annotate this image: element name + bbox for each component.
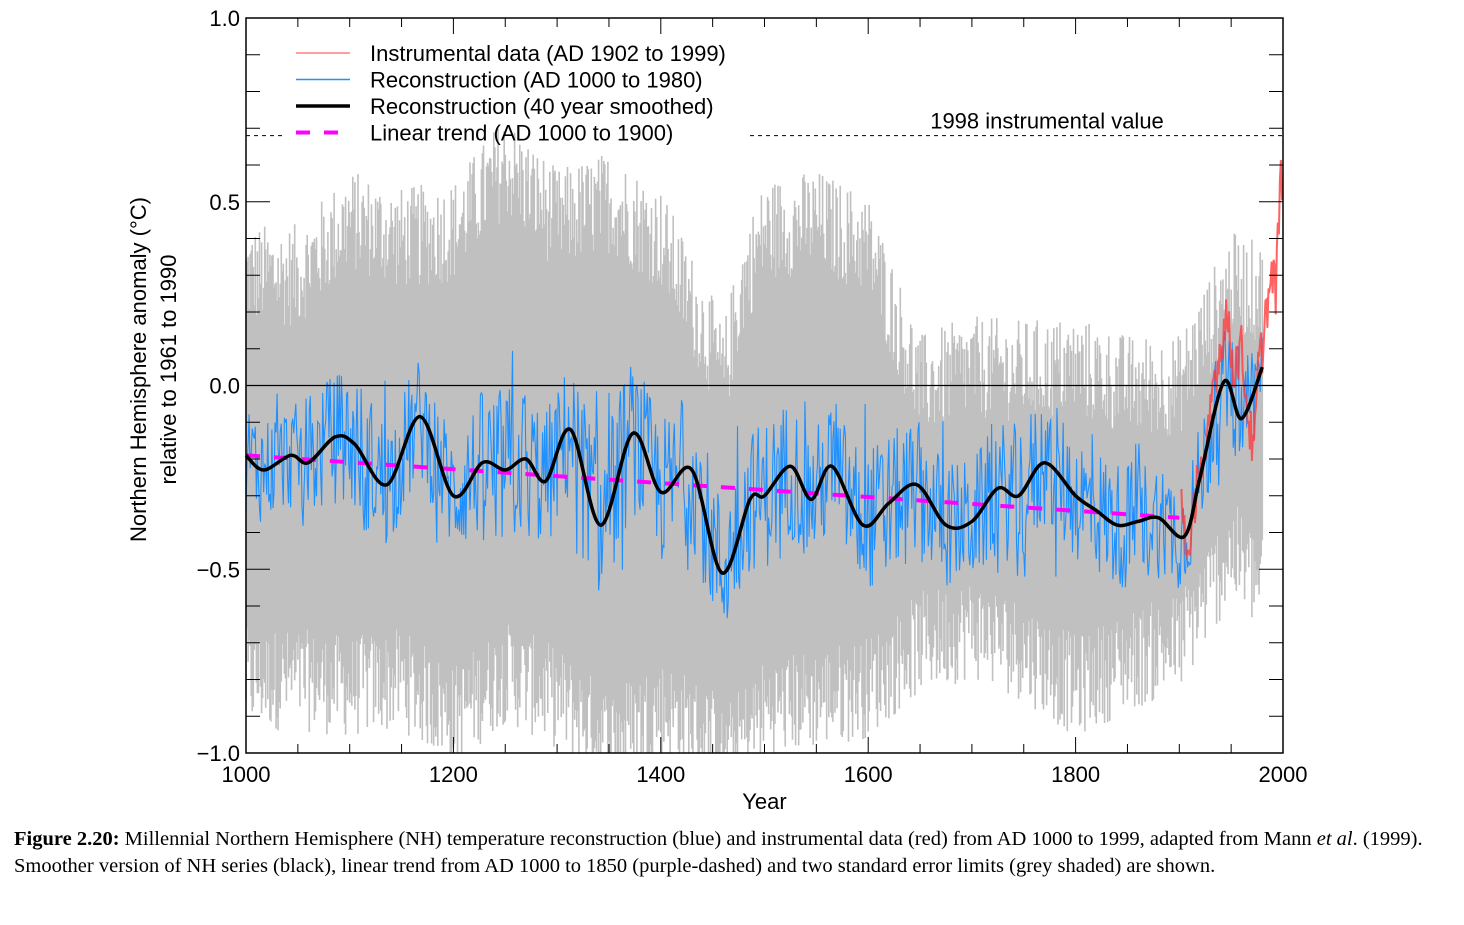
legend-item: Reconstruction (40 year smoothed) [296, 94, 714, 119]
instrumental-line [1180, 160, 1283, 560]
legend-label: Reconstruction (AD 1000 to 1980) [370, 68, 703, 93]
caption-text-2: . (1999). Smoother version of NH series … [14, 828, 1423, 877]
smoothed-layer [244, 366, 1264, 575]
reconstruction-line [245, 331, 1263, 619]
y-tick-label: 1.0 [209, 6, 240, 31]
y-axis-title-line1: Northern Hemisphere anomaly (°C) [126, 197, 151, 542]
y-tick-label: 0.5 [209, 190, 240, 215]
reconstruction-layer [245, 331, 1263, 619]
error-band-layer [245, 128, 1264, 753]
caption-text-1: Millennial Northern Hemisphere (NH) temp… [119, 828, 1317, 850]
y-tick-labels: −1.0 −0.5 0.0 0.5 1.0 [197, 6, 240, 766]
y-tick-label: −0.5 [197, 557, 240, 582]
x-tick-label: 1600 [844, 762, 893, 787]
x-tick-label: 1200 [429, 762, 478, 787]
x-axis-title: Year [742, 789, 786, 814]
figure-caption: Figure 2.20: Millennial Northern Hemisph… [14, 826, 1454, 880]
legend-label: Instrumental data (AD 1902 to 1999) [370, 41, 726, 66]
y-tick-label: 0.0 [209, 374, 240, 399]
annotation-1998-label: 1998 instrumental value [930, 109, 1164, 134]
x-tick-label: 2000 [1259, 762, 1308, 787]
legend-item: Linear trend (AD 1000 to 1900) [296, 121, 673, 146]
legend-item: Reconstruction (AD 1000 to 1980) [296, 68, 703, 93]
caption-label: Figure 2.20: [14, 828, 120, 850]
x-tick-label: 1800 [1051, 762, 1100, 787]
legend-label: Reconstruction (40 year smoothed) [370, 94, 714, 119]
chart: 1998 instrumental value 1000 1200 1400 1600… [126, 6, 1308, 814]
legend: Instrumental data (AD 1902 to 1999)Recon… [296, 41, 726, 146]
y-tick-label: −1.0 [197, 741, 240, 766]
y-axis-title-line2: relative to 1961 to 1990 [156, 255, 181, 485]
instrumental-layer [1180, 160, 1283, 560]
smoothed-line [244, 366, 1264, 575]
tick-layer [245, 17, 1284, 754]
x-tick-label: 1000 [222, 762, 271, 787]
x-tick-label: 1400 [636, 762, 685, 787]
legend-label: Linear trend (AD 1000 to 1900) [370, 121, 673, 146]
caption-italic: et al [1316, 828, 1353, 850]
legend-item: Instrumental data (AD 1902 to 1999) [296, 41, 726, 66]
x-tick-labels: 1000 1200 1400 1600 1800 2000 [222, 762, 1308, 787]
